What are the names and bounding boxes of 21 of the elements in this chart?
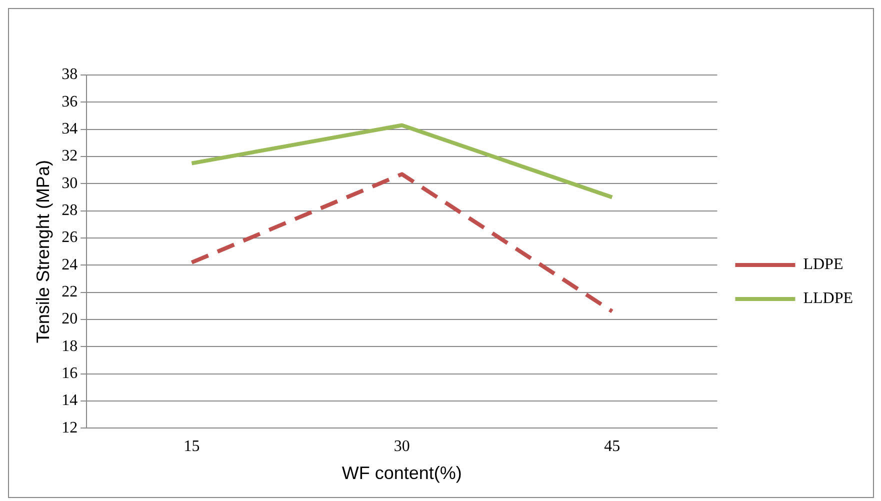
y-tick-label: 24 [62, 256, 78, 274]
legend-label: LDPE [803, 256, 844, 274]
x-axis-title: WF content(%) [342, 463, 462, 484]
y-tick-label: 16 [62, 365, 78, 382]
y-tick-label: 28 [62, 202, 78, 220]
legend-label: LLDPE [803, 290, 854, 308]
y-tick-label: 18 [62, 338, 78, 355]
y-tick-label: 30 [62, 174, 78, 192]
y-tick-label: 14 [62, 392, 78, 410]
y-tick-label: 36 [62, 93, 78, 110]
y-tick-label: 32 [62, 148, 78, 165]
y-tick-label: 12 [62, 419, 78, 436]
y-tick-label: 26 [62, 229, 78, 246]
y-tick-label: 38 [62, 66, 78, 84]
y-tick-label: 20 [62, 310, 78, 328]
y-tick-label: 34 [62, 120, 78, 138]
x-tick-label: 45 [604, 438, 620, 456]
y-axis-title: Tensile Strenght (MPa) [32, 160, 53, 344]
x-tick-label: 15 [184, 438, 200, 456]
x-tick-label: 30 [394, 438, 410, 456]
y-tick-label: 22 [62, 284, 78, 301]
